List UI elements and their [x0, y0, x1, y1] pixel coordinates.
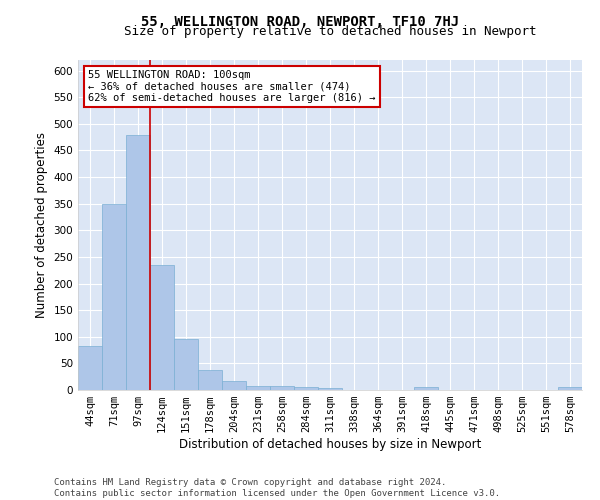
Text: Contains HM Land Registry data © Crown copyright and database right 2024.
Contai: Contains HM Land Registry data © Crown c… — [54, 478, 500, 498]
Title: Size of property relative to detached houses in Newport: Size of property relative to detached ho… — [124, 25, 536, 38]
Bar — [150, 265, 174, 390]
Bar — [222, 381, 246, 390]
Bar — [414, 388, 438, 390]
Bar — [246, 386, 270, 390]
Text: 55, WELLINGTON ROAD, NEWPORT, TF10 7HJ: 55, WELLINGTON ROAD, NEWPORT, TF10 7HJ — [141, 15, 459, 29]
Text: 55 WELLINGTON ROAD: 100sqm
← 36% of detached houses are smaller (474)
62% of sem: 55 WELLINGTON ROAD: 100sqm ← 36% of deta… — [88, 70, 376, 103]
Bar — [318, 388, 342, 390]
X-axis label: Distribution of detached houses by size in Newport: Distribution of detached houses by size … — [179, 438, 481, 451]
Bar — [198, 370, 222, 390]
Bar — [294, 388, 318, 390]
Y-axis label: Number of detached properties: Number of detached properties — [35, 132, 48, 318]
Bar — [270, 386, 294, 390]
Bar — [102, 204, 126, 390]
Bar — [126, 134, 150, 390]
Bar — [558, 388, 582, 390]
Bar — [174, 340, 198, 390]
Bar — [78, 346, 102, 390]
